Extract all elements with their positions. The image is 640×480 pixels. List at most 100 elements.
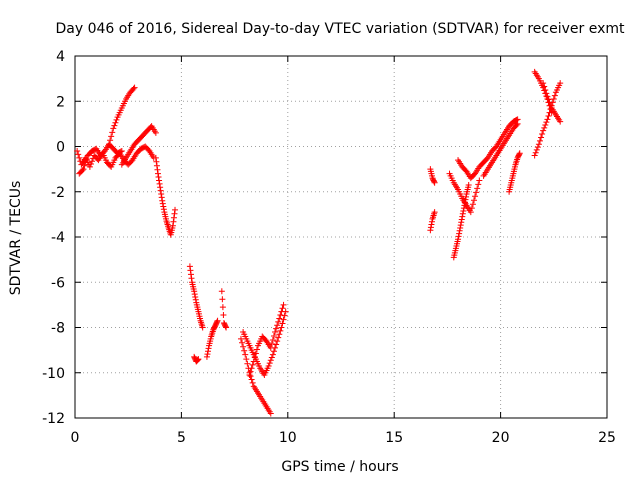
data-point <box>239 339 246 346</box>
chart-title: Day 046 of 2016, Sidereal Day-to-day VTE… <box>56 21 626 37</box>
data-point <box>457 222 464 229</box>
data-point <box>188 275 195 282</box>
data-point <box>87 161 94 168</box>
y-tick-label: 2 <box>56 94 65 110</box>
data-point <box>76 154 83 161</box>
data-point <box>461 199 468 206</box>
data-point <box>270 332 277 339</box>
data-point <box>154 166 161 173</box>
data-point <box>459 210 466 217</box>
data-point <box>109 129 116 136</box>
data-point <box>194 356 201 363</box>
data-point <box>535 141 542 148</box>
data-point <box>160 203 167 210</box>
data-point <box>160 206 167 213</box>
data-point <box>203 353 210 360</box>
y-tick-label: -4 <box>51 230 65 246</box>
data-point <box>199 324 206 331</box>
data-point <box>86 163 93 170</box>
data-point <box>514 120 521 127</box>
data-point <box>172 206 179 213</box>
data-point <box>244 360 251 367</box>
data-point <box>186 263 193 270</box>
data-point <box>275 318 282 325</box>
data-point <box>278 308 285 315</box>
data-point <box>130 85 137 92</box>
data-point <box>467 209 474 216</box>
data-point <box>266 360 273 367</box>
data-point <box>205 345 212 352</box>
data-point <box>463 193 470 200</box>
data-point <box>516 150 523 157</box>
data-point <box>543 119 550 126</box>
data-point <box>458 219 465 226</box>
data-point <box>473 189 480 196</box>
y-tick-label: 0 <box>56 140 65 156</box>
data-point <box>152 154 159 161</box>
data-point <box>74 148 81 155</box>
data-point <box>465 181 472 188</box>
data-point <box>170 214 177 221</box>
data-point <box>156 177 163 184</box>
data-point <box>214 318 221 325</box>
data-point <box>75 151 82 158</box>
data-point <box>550 95 557 102</box>
data-point <box>157 184 164 191</box>
data-point <box>278 324 285 331</box>
x-axis-label: GPS time / hours <box>281 459 398 475</box>
data-point <box>110 125 117 132</box>
data-point <box>252 350 259 357</box>
data-point <box>460 205 467 212</box>
data-point <box>534 144 541 151</box>
data-point <box>431 179 438 186</box>
data-point <box>82 159 89 166</box>
grid-lines <box>75 56 607 418</box>
data-point <box>538 134 545 141</box>
y-axis-label: SDTVAR / TECUs <box>8 181 24 296</box>
data-point <box>273 341 280 348</box>
y-tick-label: 4 <box>56 49 65 65</box>
data-point <box>253 346 260 353</box>
data-point <box>108 133 115 140</box>
data-point <box>532 149 539 156</box>
data-point <box>152 129 159 136</box>
data-point <box>545 96 552 103</box>
data-point <box>153 162 160 169</box>
data-point <box>205 348 211 355</box>
data-point <box>551 92 558 99</box>
data-point <box>456 227 463 234</box>
data-point <box>242 351 249 358</box>
data-point <box>531 152 538 159</box>
x-tick-label: 0 <box>71 430 80 446</box>
data-point <box>516 151 523 158</box>
data-point <box>158 191 165 198</box>
data-point <box>471 197 477 204</box>
data-point <box>279 305 286 312</box>
data-point <box>455 236 462 243</box>
y-tick-label: -10 <box>42 366 65 382</box>
data-point <box>187 267 194 274</box>
data-point <box>540 127 547 134</box>
data-point <box>457 224 464 231</box>
data-point <box>428 218 435 225</box>
data-point <box>460 207 467 214</box>
data-point <box>106 141 113 148</box>
data-point <box>274 322 281 329</box>
data-point <box>269 336 276 343</box>
data-point <box>462 196 469 203</box>
data-point <box>248 365 255 372</box>
data-point <box>475 181 482 188</box>
data-point <box>547 102 554 109</box>
data-point <box>170 218 177 225</box>
data-point <box>155 174 162 181</box>
data-point <box>427 227 434 234</box>
data-point <box>192 293 199 300</box>
data-point <box>249 361 256 368</box>
y-tick-label: -12 <box>42 411 65 427</box>
data-point <box>280 316 287 323</box>
data-point <box>246 372 253 379</box>
data-point <box>458 216 465 223</box>
y-tick-label: -8 <box>51 321 65 337</box>
data-point <box>267 410 274 417</box>
